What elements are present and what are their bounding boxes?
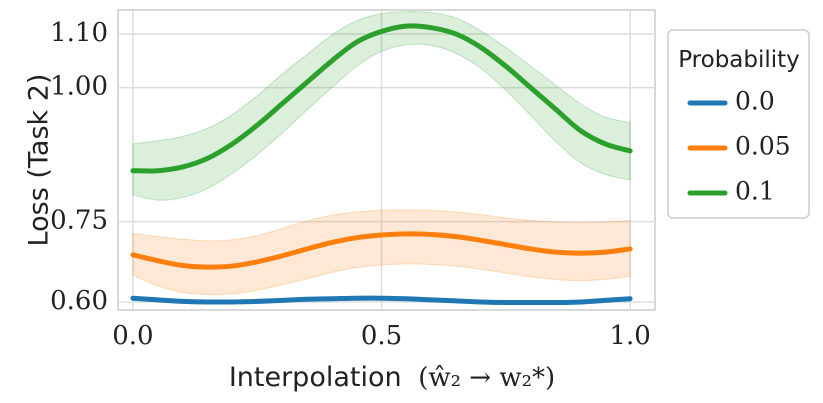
y-tick-label: 1.00 [50, 72, 108, 102]
x-tick-label: 0.0 [112, 321, 153, 351]
x-axis-title: Interpolation (ŵ₂ → w₂*) [229, 362, 555, 393]
legend: Probability 0.0 0.05 0.1 [668, 30, 809, 218]
y-tick-label: 0.75 [50, 206, 108, 236]
x-axis-title-text: Interpolation [229, 362, 402, 393]
y-tick-label: 1.10 [50, 18, 108, 48]
legend-title: Probability [678, 47, 800, 73]
chart: 0.600.751.001.100.0 0.5 1.0 Loss (Task 2) … [0, 0, 823, 403]
y-axis-title: Loss (Task 2) [24, 74, 55, 247]
legend-label: 0.0 [735, 87, 775, 116]
x-axis-title-math: (ŵ₂ → w₂*) [418, 363, 555, 393]
x-tick-label: 0.5 [361, 321, 402, 351]
legend-label: 0.1 [735, 177, 775, 206]
x-tick-label: 1.0 [609, 321, 650, 351]
y-tick-label: 0.60 [50, 286, 108, 316]
legend-label: 0.05 [735, 132, 791, 161]
